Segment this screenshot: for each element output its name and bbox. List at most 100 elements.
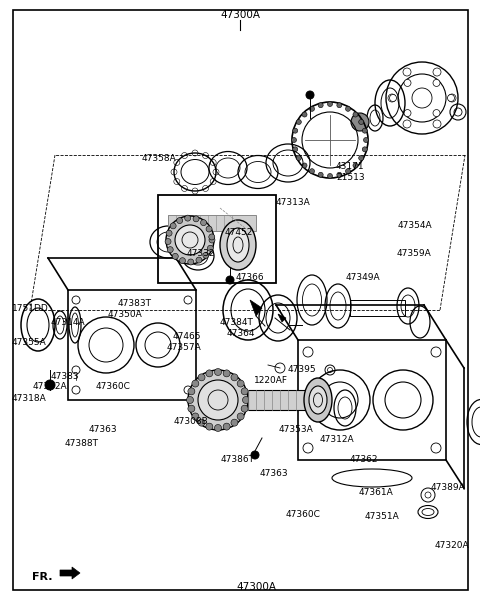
Circle shape <box>433 110 440 116</box>
Text: 1751DD: 1751DD <box>12 304 49 313</box>
Circle shape <box>346 107 350 111</box>
Circle shape <box>196 257 202 263</box>
Text: 47386T: 47386T <box>221 455 255 463</box>
Circle shape <box>209 234 215 240</box>
Circle shape <box>351 113 369 131</box>
Circle shape <box>242 396 250 404</box>
Circle shape <box>187 396 193 404</box>
Circle shape <box>180 258 185 264</box>
Circle shape <box>215 368 221 376</box>
Text: 47358A: 47358A <box>142 154 176 163</box>
Circle shape <box>198 380 238 420</box>
Text: 47354A: 47354A <box>397 221 432 230</box>
Circle shape <box>165 239 171 245</box>
Text: 47395: 47395 <box>288 365 317 374</box>
Text: 47360C: 47360C <box>96 382 131 390</box>
Circle shape <box>188 388 195 395</box>
Circle shape <box>206 423 213 430</box>
Circle shape <box>310 107 314 111</box>
Text: 47349A: 47349A <box>346 273 380 282</box>
Circle shape <box>206 370 213 377</box>
Circle shape <box>192 380 199 387</box>
Circle shape <box>215 424 221 432</box>
Text: 47384T: 47384T <box>220 319 254 327</box>
Circle shape <box>203 252 209 258</box>
Text: 47362: 47362 <box>349 456 378 464</box>
Circle shape <box>188 405 195 412</box>
Circle shape <box>251 451 259 459</box>
Circle shape <box>291 138 297 143</box>
Text: 47308B: 47308B <box>174 417 208 426</box>
Text: 47383T: 47383T <box>118 299 152 308</box>
Circle shape <box>167 247 173 253</box>
Bar <box>168 215 256 231</box>
Circle shape <box>362 128 367 133</box>
Text: 47364: 47364 <box>227 329 255 338</box>
Circle shape <box>337 172 342 177</box>
Circle shape <box>207 245 214 252</box>
Circle shape <box>404 79 411 86</box>
Circle shape <box>353 163 358 168</box>
Circle shape <box>241 388 248 395</box>
Circle shape <box>226 276 234 284</box>
Text: 47355A: 47355A <box>12 338 47 347</box>
Circle shape <box>293 147 298 152</box>
Text: 47314A: 47314A <box>51 319 85 327</box>
Circle shape <box>310 169 314 174</box>
Circle shape <box>404 110 411 116</box>
Circle shape <box>433 79 440 86</box>
Circle shape <box>231 374 238 381</box>
Circle shape <box>389 94 396 102</box>
Circle shape <box>166 230 172 236</box>
Circle shape <box>166 216 214 264</box>
Text: 47353A: 47353A <box>278 426 313 434</box>
Circle shape <box>293 128 298 133</box>
Text: 47361A: 47361A <box>359 488 394 496</box>
Text: 47351A: 47351A <box>365 512 399 521</box>
Circle shape <box>223 370 230 377</box>
Text: 1220AF: 1220AF <box>254 376 288 384</box>
Text: FR.: FR. <box>32 572 52 582</box>
Bar <box>298 340 446 460</box>
Circle shape <box>302 112 307 117</box>
Ellipse shape <box>304 378 332 422</box>
Text: 47452: 47452 <box>225 228 253 237</box>
Text: 43171: 43171 <box>336 162 365 171</box>
Polygon shape <box>250 300 262 316</box>
Circle shape <box>198 374 205 381</box>
Circle shape <box>296 119 301 124</box>
Circle shape <box>185 215 191 221</box>
Circle shape <box>209 237 215 243</box>
Polygon shape <box>278 314 286 322</box>
Text: 47388T: 47388T <box>65 439 99 448</box>
Circle shape <box>231 419 238 426</box>
Circle shape <box>237 380 244 387</box>
Circle shape <box>45 380 55 390</box>
Text: 47383: 47383 <box>50 372 79 381</box>
Circle shape <box>346 169 350 174</box>
Circle shape <box>170 223 176 229</box>
Circle shape <box>362 147 367 152</box>
Text: 47366: 47366 <box>235 273 264 282</box>
Ellipse shape <box>309 386 327 414</box>
Circle shape <box>175 225 205 255</box>
Text: 47363: 47363 <box>259 470 288 478</box>
Text: 47363: 47363 <box>89 426 118 434</box>
Circle shape <box>447 94 455 102</box>
Circle shape <box>318 103 323 108</box>
Text: 47465: 47465 <box>173 332 201 340</box>
Circle shape <box>206 226 212 232</box>
Circle shape <box>241 405 248 412</box>
Circle shape <box>237 413 244 420</box>
Circle shape <box>188 259 194 265</box>
Bar <box>68 290 196 400</box>
Circle shape <box>198 419 205 426</box>
Text: 47360C: 47360C <box>286 510 321 519</box>
Circle shape <box>353 112 358 117</box>
Text: 47389A: 47389A <box>431 483 466 491</box>
Circle shape <box>223 423 230 430</box>
Text: 47300A: 47300A <box>220 10 260 20</box>
Bar <box>248 390 310 410</box>
Circle shape <box>177 217 183 224</box>
Circle shape <box>306 91 314 99</box>
